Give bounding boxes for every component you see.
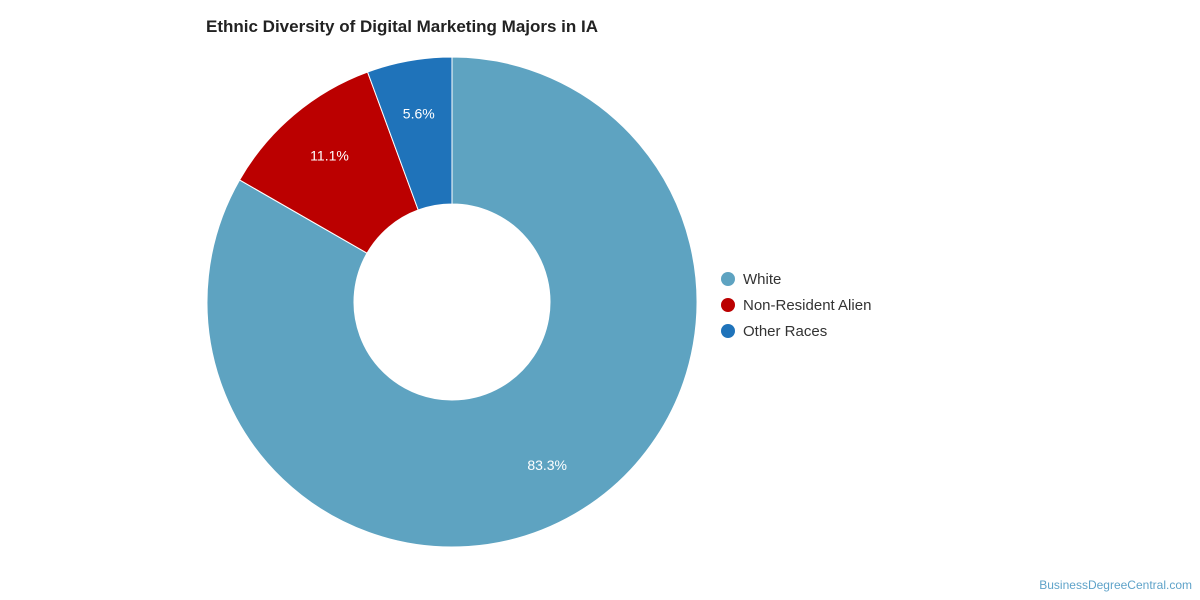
- slice-label-white: 83.3%: [527, 457, 567, 473]
- legend-label-other-races: Other Races: [743, 322, 828, 340]
- legend-label-non-resident-alien: Non-Resident Alien: [743, 296, 872, 314]
- slice-label-non-resident-alien: 11.1%: [310, 147, 349, 163]
- legend-swatch-white: [721, 272, 735, 286]
- slice-group: [206, 56, 698, 548]
- legend-item-non-resident-alien[interactable]: Non-Resident Alien: [721, 292, 871, 318]
- slice-other-races[interactable]: [366, 56, 453, 211]
- legend-label-white: White: [743, 270, 782, 288]
- legend-swatch-non-resident-alien: [721, 298, 735, 312]
- legend-swatch-other-races: [721, 324, 735, 338]
- slice-non-resident-alien[interactable]: [238, 71, 419, 254]
- slice-label-other-races: 5.6%: [403, 106, 435, 122]
- legend-item-white[interactable]: White: [721, 266, 871, 292]
- chart-title: Ethnic Diversity of Digital Marketing Ma…: [206, 17, 599, 36]
- slice-label-group: 83.3% 11.1% 5.6%: [310, 106, 567, 474]
- legend-item-other-races[interactable]: Other Races: [721, 318, 871, 344]
- legend: White Non-Resident Alien Other Races: [721, 266, 871, 344]
- source-credit[interactable]: BusinessDegreeCentral.com: [1039, 578, 1192, 592]
- slice-white[interactable]: [206, 56, 698, 548]
